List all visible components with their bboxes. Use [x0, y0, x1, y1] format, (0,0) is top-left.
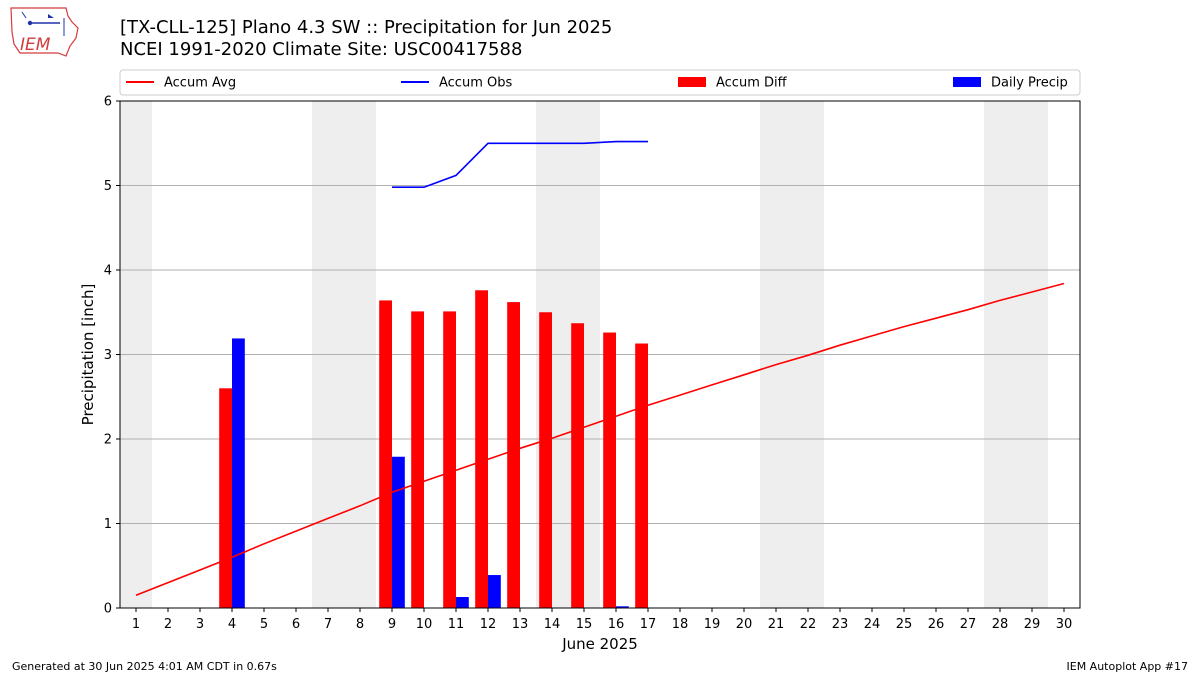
legend-accum-obs-label: Accum Obs: [439, 76, 512, 91]
x-tick-label: 20: [736, 617, 753, 632]
daily-precip-bar: [616, 606, 629, 608]
x-tick-label: 1: [132, 617, 140, 632]
legend-daily-precip-label: Daily Precip: [991, 76, 1068, 91]
x-axis-label: June 2025: [561, 635, 638, 653]
legend-accum-avg-label: Accum Avg: [164, 76, 236, 91]
accum-diff-bar: [379, 300, 392, 608]
x-tick-label: 9: [388, 617, 396, 632]
x-tick-label: 18: [672, 617, 689, 632]
y-tick-label: 4: [104, 264, 112, 279]
app-footer: IEM Autoplot App #17: [1066, 660, 1189, 673]
x-tick-label: 16: [608, 617, 625, 632]
x-tick-label: 14: [544, 617, 561, 632]
x-tick-label: 23: [832, 617, 849, 632]
x-tick-label: 4: [228, 617, 236, 632]
legend-accum-diff-label: Accum Diff: [716, 76, 788, 91]
x-tick-label: 11: [448, 617, 465, 632]
accum-diff-bar: [571, 323, 584, 608]
daily-precip-bar: [488, 575, 501, 608]
daily-precip-bar: [232, 338, 245, 608]
x-tick-label: 3: [196, 617, 204, 632]
accum-diff-bar: [443, 311, 456, 608]
x-tick-label: 13: [512, 617, 529, 632]
logo-text: IEM: [20, 35, 51, 55]
y-axis-label: Precipitation [inch]: [79, 284, 97, 426]
x-tick-label: 19: [704, 617, 721, 632]
legend-accum-diff-swatch: [678, 77, 706, 87]
daily-precip-bar: [456, 597, 469, 608]
accum-diff-bar: [603, 332, 616, 608]
legend-daily-precip-swatch: [953, 77, 981, 87]
y-tick-label: 6: [104, 95, 112, 110]
accum-diff-bar: [475, 290, 488, 608]
accum-diff-bar: [219, 388, 232, 608]
x-tick-label: 22: [800, 617, 817, 632]
x-tick-label: 26: [928, 617, 945, 632]
accum-avg-line: [135, 282, 1065, 597]
x-tick-label: 25: [896, 617, 913, 632]
x-tick-label: 10: [416, 617, 433, 632]
x-tick-label: 24: [864, 617, 881, 632]
accum-diff-bar: [539, 312, 552, 608]
accum-obs-line: [392, 140, 648, 188]
x-tick-label: 7: [324, 617, 332, 632]
title-line-2: NCEI 1991-2020 Climate Site: USC00417588: [120, 39, 523, 60]
accum-diff-bar: [635, 343, 648, 608]
x-tick-label: 8: [356, 617, 364, 632]
x-tick-label: 17: [640, 617, 657, 632]
y-tick-label: 3: [104, 348, 112, 363]
y-tick-label: 0: [104, 602, 112, 617]
y-tick-label: 2: [104, 433, 112, 448]
iem-logo: IEM: [10, 7, 79, 57]
x-tick-label: 21: [768, 617, 785, 632]
chart-title: [TX-CLL-125] Plano 4.3 SW :: Precipitati…: [120, 17, 612, 61]
x-tick-label: 15: [576, 617, 593, 632]
x-tick-label: 5: [260, 617, 268, 632]
x-tick-label: 29: [1024, 617, 1041, 632]
title-line-1: [TX-CLL-125] Plano 4.3 SW :: Precipitati…: [120, 17, 613, 38]
x-tick-label: 12: [480, 617, 497, 632]
generated-footer: Generated at 30 Jun 2025 4:01 AM CDT in …: [12, 660, 277, 673]
accum-diff-bar: [411, 311, 424, 608]
y-tick-label: 5: [104, 179, 112, 194]
legend-box: [119, 69, 1081, 96]
x-tick-label: 2: [164, 617, 172, 632]
accum-diff-bar: [507, 302, 520, 608]
x-tick-label: 27: [960, 617, 977, 632]
x-tick-label: 30: [1056, 617, 1073, 632]
x-tick-label: 28: [992, 617, 1009, 632]
x-tick-label: 6: [292, 617, 300, 632]
y-tick-label: 1: [104, 517, 112, 532]
daily-precip-bar: [392, 456, 405, 608]
